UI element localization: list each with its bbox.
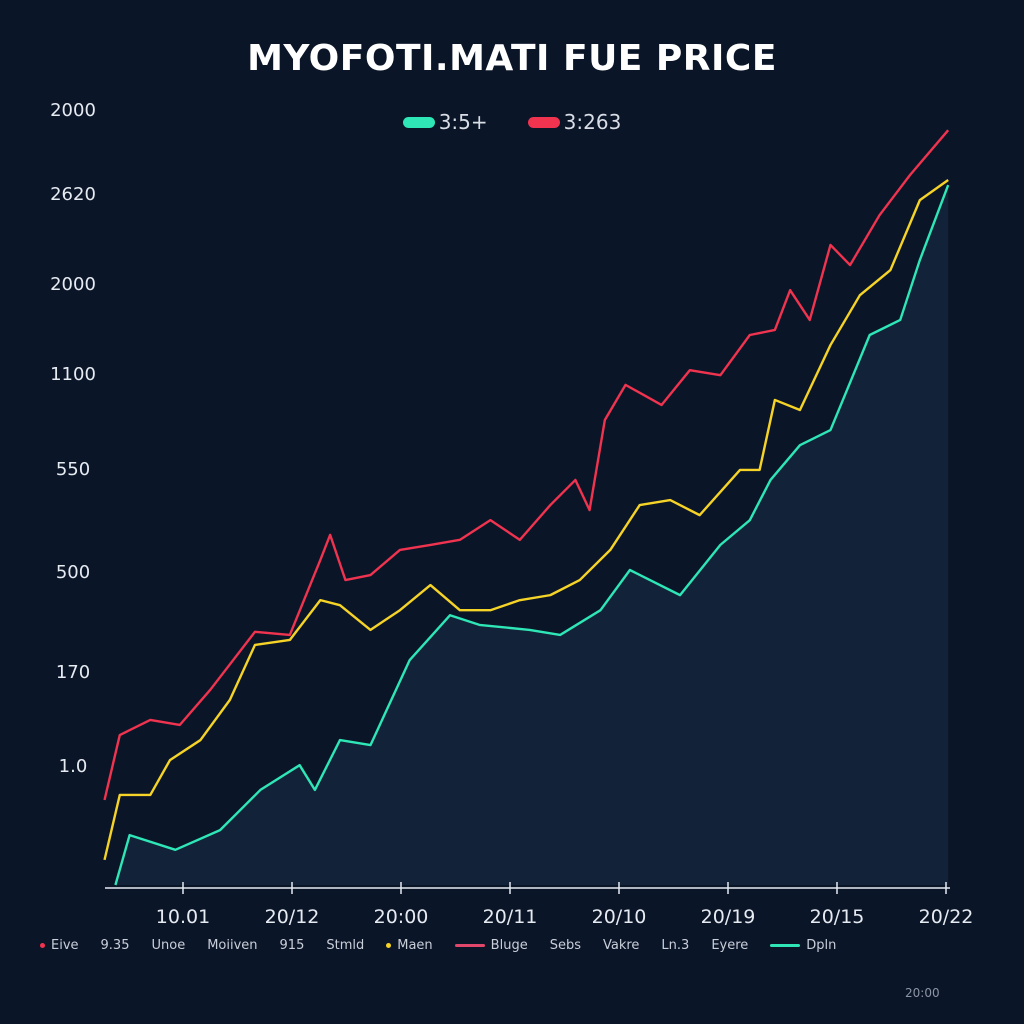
area-fill bbox=[115, 185, 949, 886]
bottom-legend-item: Moiiven bbox=[207, 938, 257, 953]
y-tick-label: 550 bbox=[55, 459, 91, 480]
bottom-legend-item: Bluge bbox=[454, 938, 528, 953]
y-tick-label: 2000 bbox=[50, 274, 96, 295]
legend-label: Bluge bbox=[490, 938, 528, 953]
y-tick-label: 2620 bbox=[50, 184, 96, 205]
legend-label: 3:263 bbox=[563, 110, 622, 134]
bottom-legend-item: 915 bbox=[280, 938, 305, 953]
legend-marker bbox=[386, 943, 392, 948]
bottom-legend-item: Maen bbox=[386, 938, 433, 953]
bottom-legend-item: Eyere bbox=[711, 938, 748, 953]
bottom-legend-item: Vakre bbox=[603, 938, 639, 953]
series-line-0 bbox=[103, 129, 950, 801]
x-tick-label: 10.01 bbox=[155, 906, 211, 928]
chart-title: MYOFOTI.MATI FUE PRICE bbox=[247, 38, 777, 79]
x-tick-label: 20/10 bbox=[591, 906, 647, 928]
legend-label: Moiiven bbox=[207, 938, 258, 953]
footer-note: 20:00 bbox=[905, 986, 940, 1000]
y-tick-label: 1.0 bbox=[58, 756, 88, 777]
bottom-legend-item: Dpln bbox=[770, 938, 836, 953]
bottom-legend: Eive 9.35 Unoe Moiiven 915 Stmld Maen Bluge Sebs… bbox=[40, 938, 960, 953]
legend-swatch bbox=[527, 116, 560, 128]
legend-label: Vakre bbox=[602, 938, 640, 953]
legend-marker bbox=[454, 944, 485, 947]
legend-label: Eive bbox=[51, 938, 79, 953]
x-tick-label: 20/22 bbox=[918, 906, 974, 928]
legend-label: Unoe bbox=[151, 938, 186, 953]
bottom-legend-item: Stmld bbox=[326, 938, 364, 953]
x-tick-label: 20/12 bbox=[264, 906, 320, 928]
y-tick-label: 1100 bbox=[50, 364, 96, 385]
bottom-legend-item: Ln.3 bbox=[661, 938, 689, 953]
legend-label: 915 bbox=[279, 938, 305, 953]
bottom-legend-item: Sebs bbox=[550, 938, 581, 953]
y-tick-label: 2000 bbox=[50, 100, 96, 121]
legend-marker bbox=[770, 944, 801, 947]
legend-label: Eyere bbox=[711, 938, 749, 953]
legend-item-red: 3:263 bbox=[527, 110, 622, 134]
legend-marker bbox=[40, 943, 45, 948]
y-tick-label: 170 bbox=[55, 662, 91, 683]
series-line-1 bbox=[103, 179, 949, 861]
legend-label: Dpln bbox=[806, 938, 837, 953]
bottom-legend-item: Unoe bbox=[151, 938, 185, 953]
legend-label: Ln.3 bbox=[661, 938, 690, 953]
legend-label: Maen bbox=[397, 938, 433, 953]
legend-label: Stmld bbox=[326, 938, 365, 953]
x-tick-label: 20/11 bbox=[482, 906, 538, 928]
x-tick-label: 20:00 bbox=[373, 906, 429, 928]
legend-swatch bbox=[402, 116, 435, 128]
bottom-legend-item: Eive bbox=[40, 938, 79, 953]
legend-label: 3:5+ bbox=[438, 110, 488, 134]
x-tick-label: 20/15 bbox=[809, 906, 865, 928]
legend-label: Sebs bbox=[549, 938, 581, 953]
y-tick-label: 500 bbox=[55, 562, 91, 583]
legend-label: 9.35 bbox=[100, 938, 130, 953]
x-tick-label: 20/19 bbox=[700, 906, 756, 928]
bottom-legend-item: 9.35 bbox=[101, 938, 130, 953]
series-line-2 bbox=[114, 184, 950, 886]
top-legend: 3:5+ 3:263 bbox=[0, 110, 1024, 134]
legend-item-teal: 3:5+ bbox=[402, 110, 488, 134]
